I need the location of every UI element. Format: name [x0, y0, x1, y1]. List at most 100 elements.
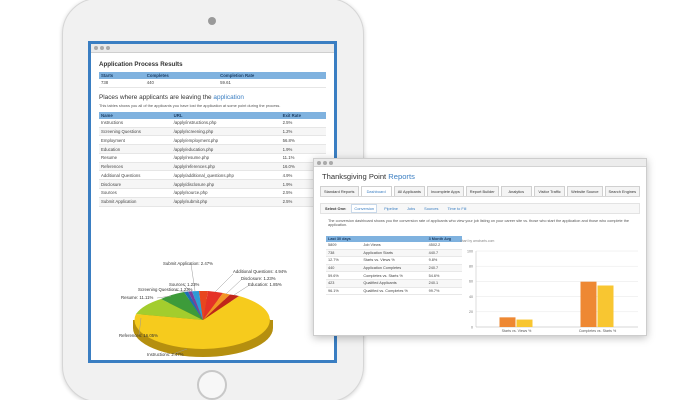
- y-tick-label: 0: [471, 325, 473, 329]
- table-cell: 440: [326, 264, 362, 273]
- places-title: Places where applicants are leaving the …: [99, 94, 334, 101]
- pie-slice-references: [136, 299, 203, 320]
- table-cell: Employment: [99, 135, 172, 146]
- exit-pie-chart: Submit Application: 2.47% Additional Que…: [91, 242, 334, 360]
- table-row: Screening Questions/apply/screening.php 1…: [99, 127, 326, 137]
- y-tick-label: 100: [467, 249, 473, 253]
- table-cell: 5809: [326, 242, 362, 250]
- conversion-table: Last 30 days 3 Month Avg 5809 Job Views 45…: [326, 236, 462, 296]
- table-cell: 54.6%: [426, 271, 462, 280]
- table-row: Instructions/apply/instructions.php 2.5%: [99, 118, 326, 128]
- table-cell: 240.7: [426, 264, 462, 273]
- table-row: 738 Application Starts 440.7: [326, 249, 462, 258]
- table-row: 5809 Job Views 4502.2: [326, 242, 462, 250]
- table-cell: 1.9%: [280, 144, 326, 154]
- tab-visitor-traffic[interactable]: Visitor Traffic: [533, 186, 566, 196]
- tab-standard-reports[interactable]: Standard Reports: [320, 186, 359, 196]
- table-cell: 2.5%: [280, 118, 326, 128]
- table-row: Resume/apply/resume.php 11.1%: [99, 153, 326, 163]
- table-row: Disclosure/apply/disclosure.php 1.9%: [99, 179, 326, 190]
- tab-all-applicants[interactable]: All Applicants: [393, 186, 425, 196]
- tab-incomplete-apps[interactable]: Incomplete Apps: [427, 186, 464, 196]
- table-cell: /apply/disclosure.php: [171, 179, 281, 190]
- conversion-header: 3 Month Avg: [426, 236, 462, 242]
- table-cell: 2.5%: [280, 188, 326, 198]
- tab-report-builder[interactable]: Report Builder: [465, 186, 499, 196]
- table-cell: Resume: [99, 153, 172, 163]
- pie-slice-disclosure: [203, 293, 230, 320]
- table-cell: Disclosure: [99, 179, 172, 190]
- window-close-icon[interactable]: [317, 160, 321, 165]
- table-cell: References: [99, 162, 172, 172]
- window-maximize-icon[interactable]: [329, 160, 333, 165]
- table-cell: Submit Application: [99, 197, 172, 207]
- reports-window: Thanksgiving Point Reports Standard Repo…: [313, 158, 647, 336]
- window-maximize-icon[interactable]: [106, 46, 110, 50]
- table-cell: /apply/additional_questions.php: [171, 170, 281, 181]
- places-title-text: Places where applicants are leaving the: [99, 93, 214, 101]
- conversion-header: [361, 236, 427, 242]
- table-cell: 99.7%: [426, 287, 462, 296]
- bar-1-1: [597, 285, 614, 327]
- table-cell: /apply/instructions.php: [171, 118, 281, 128]
- reports-title-text: Thanksgiving Point: [322, 172, 389, 181]
- table-row: 59.6% Completes vs. Starts % 54.6%: [326, 271, 462, 280]
- table-row: References/apply/references.php 16.0%: [99, 162, 326, 172]
- table-cell: 423: [326, 279, 362, 288]
- tab-analytics[interactable]: Analytics: [500, 186, 532, 196]
- table-cell: Application Completes: [361, 264, 427, 273]
- table-cell: /apply/education.php: [171, 144, 281, 154]
- ipad-screen: Application Process Results Starts Compl…: [88, 41, 337, 363]
- filter-sources[interactable]: Sources: [424, 206, 439, 211]
- table-cell: 1.9%: [280, 179, 326, 190]
- tab-dashboard[interactable]: Dashboard: [360, 186, 392, 196]
- tab-search-engines[interactable]: Search Engines: [604, 186, 641, 196]
- pie-label-instructions: Instructions: 2.47%: [147, 352, 184, 357]
- window-minimize-icon[interactable]: [100, 46, 104, 50]
- table-cell: 12.7%: [326, 256, 362, 265]
- places-header: Exit Rate: [280, 111, 326, 119]
- window-close-icon[interactable]: [94, 46, 98, 50]
- table-row: 96.1% Qualified vs. Completes % 99.7%: [326, 287, 462, 296]
- conversion-header: Last 30 days: [326, 236, 362, 242]
- pie-label-sources: Sources: 1.23%: [169, 282, 200, 287]
- y-tick-label: 20: [469, 310, 473, 314]
- filter-conversion[interactable]: Conversion: [351, 204, 378, 213]
- pie-slice-sources: [188, 291, 203, 320]
- pie-slice-screening: [184, 291, 203, 320]
- table-cell: 1.2%: [280, 127, 326, 137]
- places-table-body: Instructions/apply/instructions.php 2.5% S…: [99, 118, 326, 207]
- table-cell: /apply/submit.php: [171, 197, 281, 207]
- pie-leader-lines: [138, 263, 249, 355]
- pie-slice-submit: [192, 291, 203, 320]
- filter-pipeline[interactable]: Pipeline: [384, 206, 398, 211]
- pie-slice-resume: [161, 292, 203, 320]
- filter-jobs[interactable]: Jobs: [406, 206, 416, 211]
- pie-label-submit: Submit Application: 2.47%: [163, 261, 213, 266]
- filter-label: Select One:: [325, 206, 347, 211]
- y-tick-label: 80: [469, 265, 473, 269]
- conversion-bar-chart: 100 80 60 40 20 0 Starts vs. Views % Completes …: [467, 249, 638, 333]
- places-header: Name: [99, 111, 172, 119]
- bar-0-0: [499, 317, 516, 327]
- process-value: 440: [144, 79, 219, 88]
- table-cell: Job Views: [361, 242, 427, 250]
- places-description: This tables shows you all of the applica…: [99, 102, 281, 108]
- table-cell: Education: [99, 144, 172, 154]
- pie-label-disclosure: Disclosure: 1.23%: [241, 276, 276, 281]
- filter-time-to-fill[interactable]: Time to Fill: [447, 206, 467, 211]
- chart-caption: chart by amcharts.com: [460, 239, 495, 243]
- table-row: Additional Questions/apply/additional_qu…: [99, 170, 326, 181]
- reports-titlebar: [314, 159, 646, 167]
- home-button[interactable]: [197, 370, 227, 400]
- table-row: 738 440 59.61: [99, 79, 326, 88]
- window-minimize-icon[interactable]: [323, 160, 327, 165]
- table-row: Employment/apply/employment.php 56.8%: [99, 135, 326, 146]
- table-row: Submit Application/apply/submit.php 2.5%: [99, 197, 326, 207]
- table-cell: 96.1%: [326, 287, 362, 296]
- pie-svg: [133, 263, 273, 357]
- ipad-device: Application Process Results Starts Compl…: [62, 0, 364, 400]
- y-tick-label: 40: [469, 295, 473, 299]
- bar-1-0: [580, 281, 597, 327]
- tab-website-source[interactable]: Website Source: [567, 186, 603, 196]
